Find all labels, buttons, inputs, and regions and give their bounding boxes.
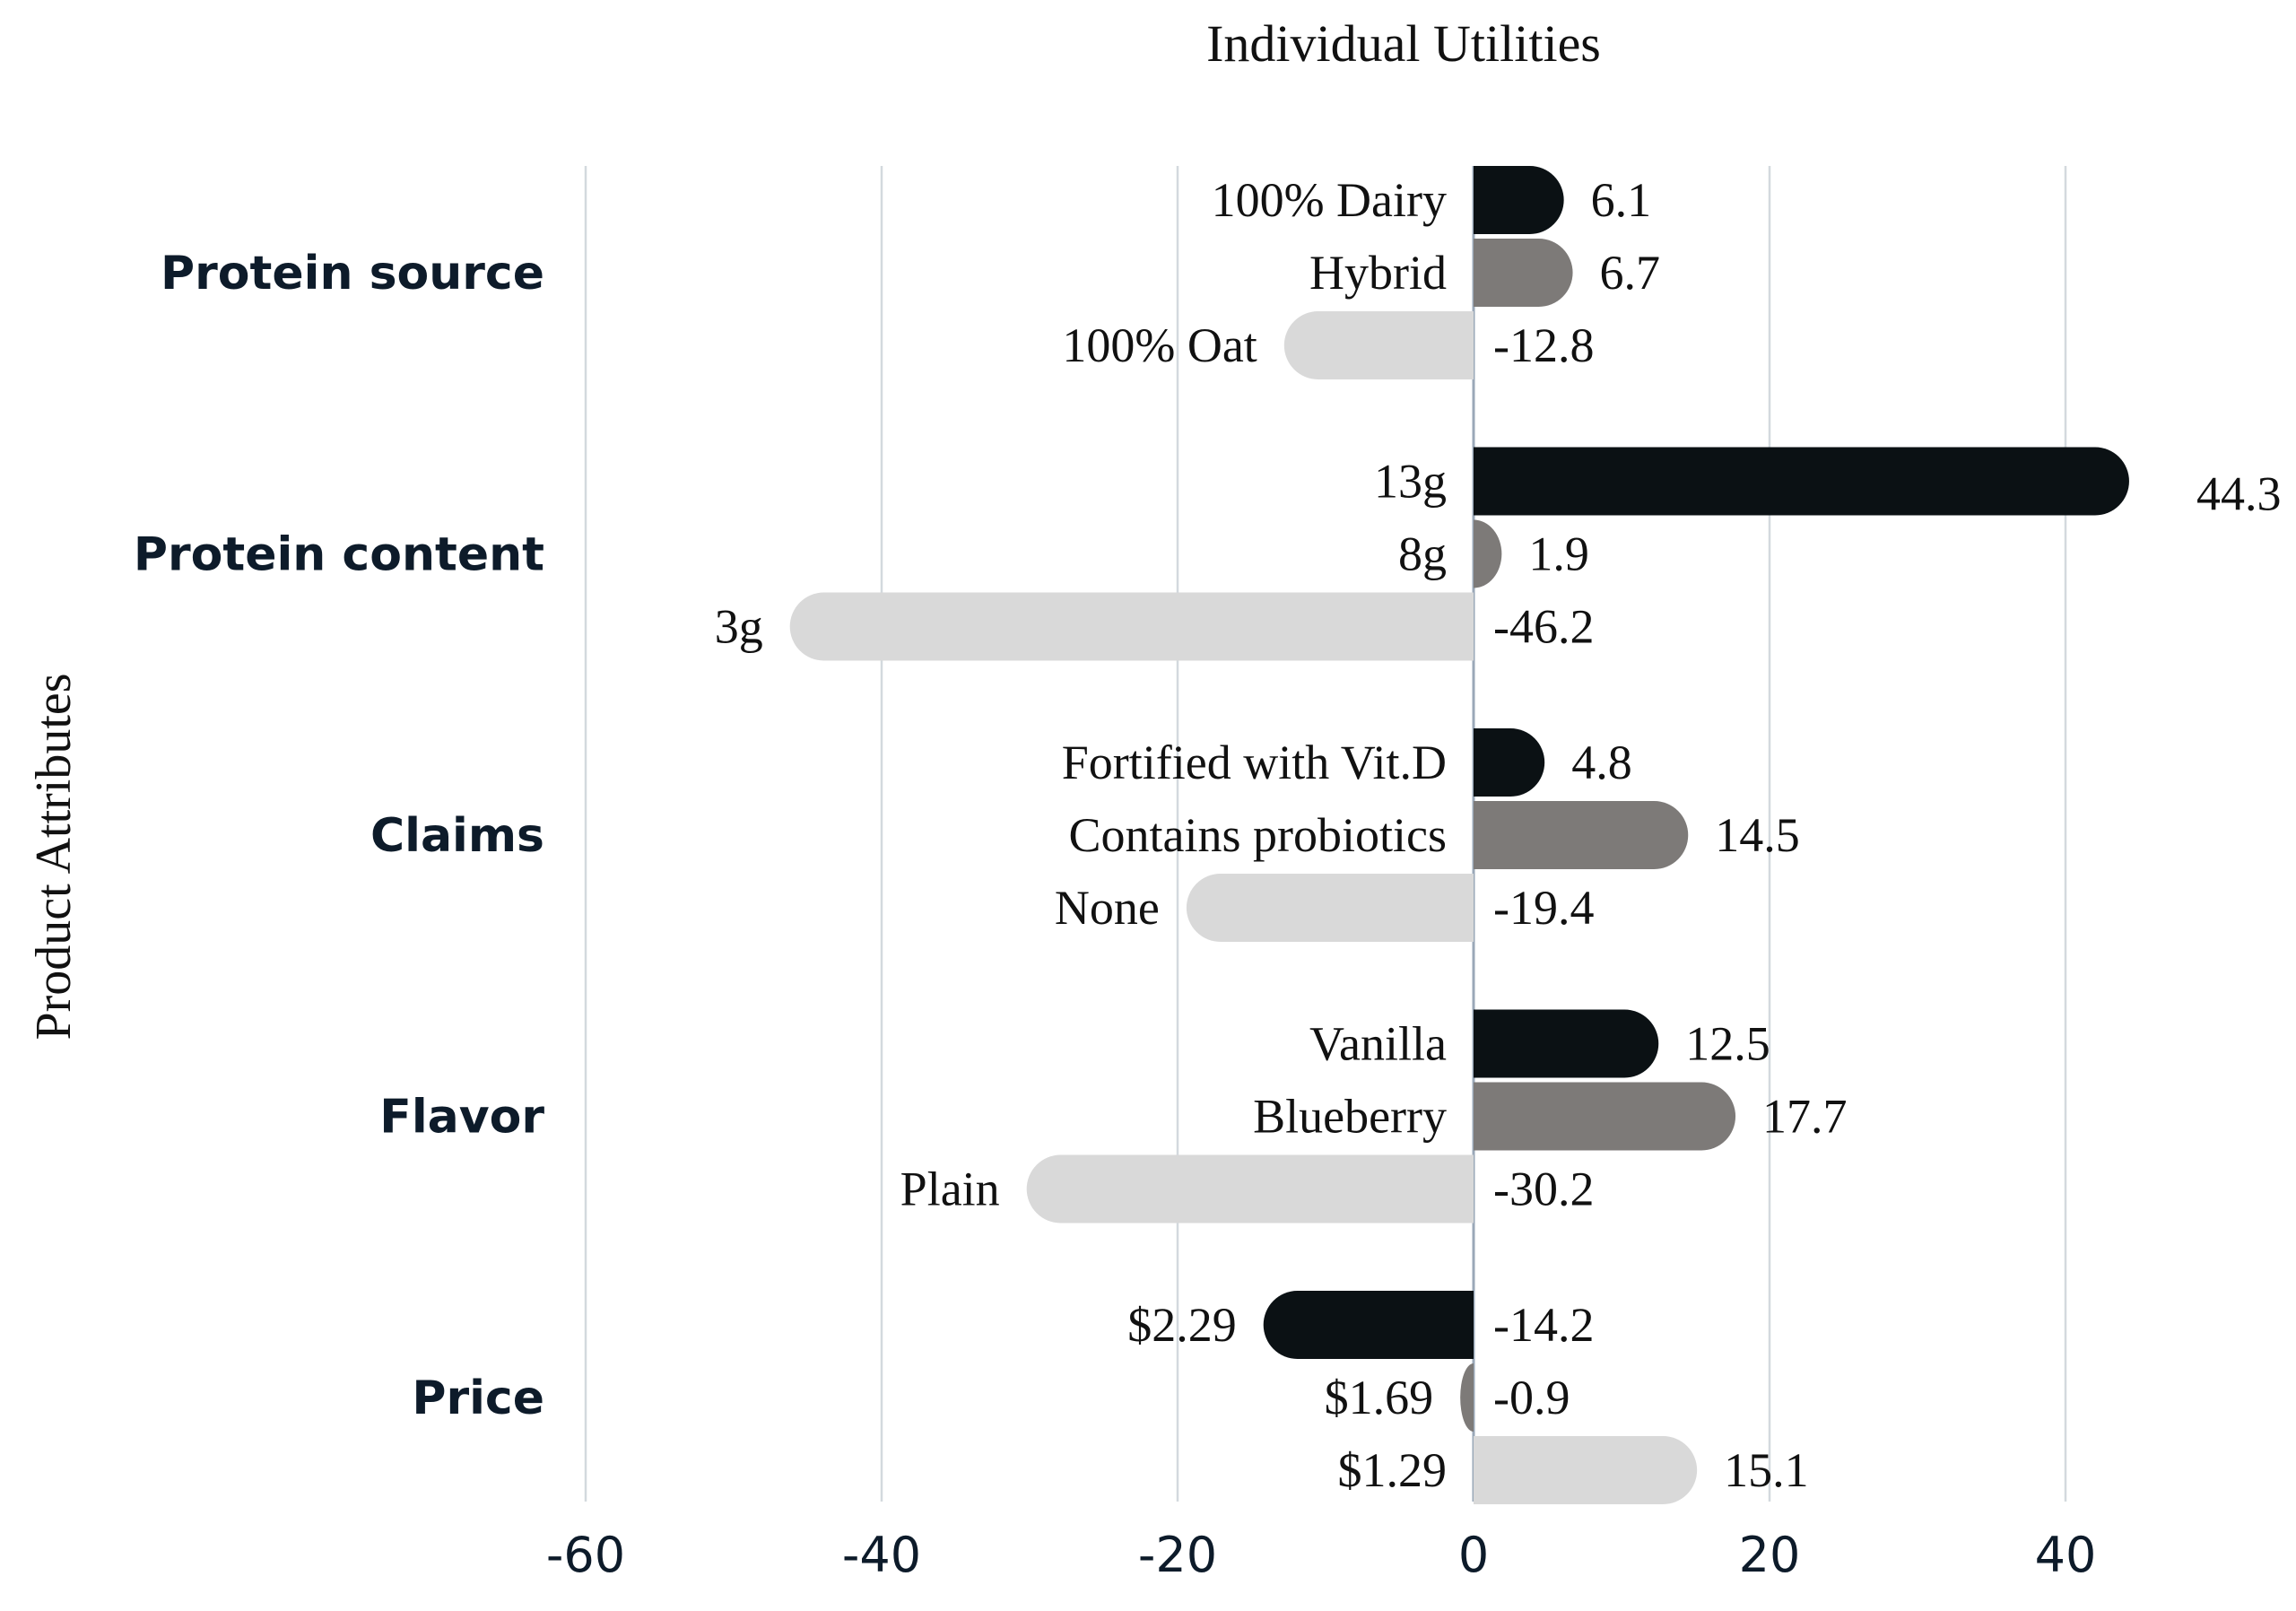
bar [1026, 1154, 1474, 1223]
bar [1474, 728, 1545, 797]
category-label: Protein source [161, 247, 544, 300]
bar [1263, 1291, 1474, 1359]
data-label: 14.5 [1715, 808, 1800, 862]
bar [1474, 166, 1564, 234]
x-tick-label: -60 [546, 1527, 625, 1583]
bars [789, 166, 2129, 1504]
data-label: -46.2 [1493, 600, 1594, 654]
level-label: 3g [715, 600, 763, 654]
chart-title: Individual Utilities [1206, 14, 1601, 73]
data-label: 1.9 [1528, 527, 1589, 581]
data-label: -19.4 [1493, 881, 1594, 935]
data-label: 4.8 [1571, 736, 1632, 789]
x-tick-label: 40 [2035, 1527, 2097, 1583]
bar [1186, 874, 1474, 942]
bar [789, 592, 1474, 661]
bar [1474, 1436, 1698, 1504]
gridlines [584, 166, 2067, 1502]
data-label: -30.2 [1493, 1163, 1594, 1216]
level-label: $1.29 [1338, 1443, 1448, 1497]
data-label: 12.5 [1685, 1017, 1770, 1071]
bar [1474, 1082, 1736, 1151]
level-label: 8g [1398, 527, 1447, 581]
level-label: Fortified with Vit.D [1062, 736, 1447, 789]
bar [1474, 447, 2129, 516]
data-label: -14.2 [1493, 1298, 1594, 1352]
data-label: -12.8 [1493, 318, 1594, 372]
bar [1474, 1009, 1659, 1078]
category-label: Protein content [134, 528, 544, 582]
x-tick-label: -40 [842, 1527, 921, 1583]
level-label: Contains probiotics [1069, 808, 1447, 862]
x-tick-label: -20 [1138, 1527, 1217, 1583]
level-label: $1.69 [1325, 1371, 1434, 1424]
level-label: 100% Oat [1062, 318, 1257, 372]
level-label: Vanilla [1309, 1017, 1447, 1071]
x-tick-label: 20 [1739, 1527, 1801, 1583]
level-label: 13g [1374, 455, 1447, 509]
y-axis-label: Product Attributes [26, 673, 82, 1040]
bar [1474, 801, 1689, 869]
bar [1283, 311, 1474, 379]
category-label: Flavor [379, 1091, 544, 1145]
data-label: 15.1 [1724, 1443, 1809, 1497]
category-label: Price [412, 1372, 544, 1425]
x-tick-label: 0 [1458, 1527, 1489, 1583]
labels: -60 -40 -20 0 20 40 Protein source 100% Dairy 6.… [134, 173, 2282, 1583]
data-label: 44.3 [2196, 467, 2282, 521]
bar [1474, 519, 1502, 588]
level-label: Blueberry [1253, 1090, 1447, 1144]
category-label: Claims [370, 809, 544, 863]
data-label: 17.7 [1762, 1090, 1848, 1144]
level-label: $2.29 [1127, 1298, 1237, 1352]
level-label: Plain [900, 1163, 1000, 1216]
data-label: -0.9 [1493, 1371, 1570, 1424]
data-label: 6.1 [1591, 173, 1652, 227]
level-label: Hybrid [1309, 246, 1447, 300]
bar [1474, 239, 1573, 307]
data-label: 6.7 [1600, 246, 1661, 300]
bar [1460, 1363, 1474, 1432]
level-label: None [1055, 881, 1160, 935]
level-label: 100% Dairy [1212, 173, 1447, 227]
